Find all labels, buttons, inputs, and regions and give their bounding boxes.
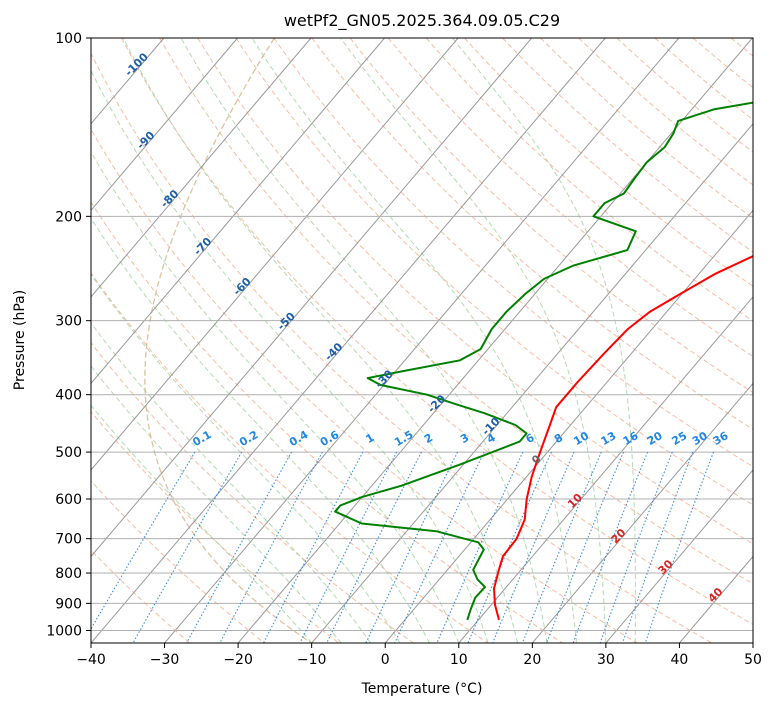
moist-adiabat-line: [91, 151, 460, 643]
mixing-ratio-line: [132, 451, 243, 643]
x-tick-label: −40: [76, 652, 106, 668]
x-tick-label: 10: [450, 652, 468, 668]
y-tick-label: 200: [55, 209, 82, 225]
mixing-ratio-line: [91, 451, 196, 630]
isotherm-line: [91, 38, 606, 643]
y-tick-label: 800: [55, 566, 82, 582]
y-tick-label: 700: [55, 532, 82, 548]
dry-adiabat-line: [349, 38, 753, 394]
isotherm-line: [311, 123, 753, 643]
mixing-ratio-line: [599, 451, 673, 643]
isotherm-line: [384, 209, 753, 643]
mixing-ratio-line: [299, 451, 398, 643]
dry-adiabat-line: [273, 38, 753, 468]
mixing-ratio-line: [326, 451, 422, 643]
chart-title: wetPf2_GN05.2025.364.09.05.C29: [284, 11, 560, 31]
y-tick-label: 400: [55, 388, 82, 404]
dry-adiabat-line: [159, 38, 753, 585]
dry-adiabat-line: [91, 272, 489, 643]
dry-adiabat-line: [235, 38, 753, 506]
isotherm-line: [164, 38, 680, 643]
y-axis-title: Pressure (hPa): [12, 290, 28, 390]
y-tick-label: 1000: [46, 623, 82, 639]
dry-adiabat-line: [387, 38, 753, 358]
y-tick-label: 500: [55, 445, 82, 461]
y-tick-label: 900: [55, 596, 82, 612]
x-tick-label: 30: [597, 652, 615, 668]
mixing-ratio-line: [572, 451, 649, 643]
isotherm-line: [91, 38, 312, 298]
moist-adiabat-line: [452, 38, 636, 643]
x-tick-label: −30: [150, 652, 180, 668]
moist-adiabat-line: [91, 365, 342, 643]
mixing-ratio-line: [263, 451, 364, 643]
x-tick-label: 20: [523, 652, 541, 668]
moist-adiabat-line: [91, 273, 401, 643]
moist-adiabat-line: [251, 38, 577, 643]
moist-adiabat-line: [340, 38, 607, 643]
isotherm-line: [237, 38, 753, 643]
isotherm-line: [91, 38, 459, 471]
isotherm-line: [91, 38, 533, 558]
isotherm-line: [605, 469, 753, 643]
mixing-ratio-line: [546, 451, 624, 643]
moist-adiabat-line: [91, 322, 371, 643]
temperature-profile: [493, 255, 753, 621]
isotherm-line: [458, 296, 753, 643]
x-tick-label: −10: [297, 652, 327, 668]
mixing-ratio-line: [644, 451, 715, 643]
x-tick-label: −20: [223, 652, 253, 668]
lcl-curve: [144, 38, 313, 643]
dewpoint-profile: [334, 101, 753, 621]
mixing-ratio-line: [492, 451, 575, 643]
isotherm-line: [91, 38, 385, 385]
dry-adiabat-line: [121, 38, 753, 625]
x-tick-label: 50: [744, 652, 762, 668]
dry-adiabat-line: [91, 201, 563, 643]
isotherm-line: [91, 38, 238, 212]
mixing-ratio-line: [365, 451, 458, 643]
mixing-ratio-line: [186, 451, 293, 643]
moist-adiabat-line: [122, 38, 519, 643]
dry-adiabat-line: [311, 38, 753, 430]
mixing-ratio-line: [622, 451, 694, 643]
x-tick-label: 0: [381, 652, 390, 668]
x-tick-label: 40: [671, 652, 689, 668]
plot-frame: [90, 37, 754, 644]
isotherm-line: [531, 382, 753, 643]
y-tick-label: 100: [55, 31, 82, 47]
x-axis-title: Temperature (°C): [361, 681, 483, 697]
mixing-ratio-line: [219, 451, 323, 643]
y-tick-label: 600: [55, 492, 82, 508]
dry-adiabat-line: [91, 128, 638, 643]
y-tick-label: 300: [55, 314, 82, 330]
moist-adiabat-line: [91, 217, 430, 643]
